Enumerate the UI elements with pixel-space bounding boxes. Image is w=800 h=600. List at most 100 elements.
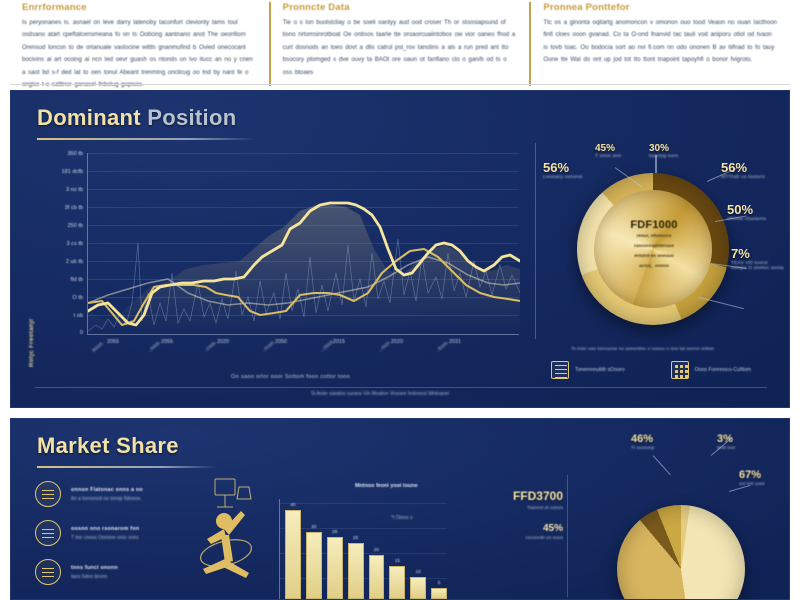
feature-item-2[interactable]: tnns funci ononn taos futno brono xyxy=(35,559,143,585)
bar-1-value: 30 xyxy=(311,525,317,530)
gridline xyxy=(88,171,519,172)
donut-center-sub-1: raococcoonteruse xyxy=(634,243,674,249)
feature-item-0[interactable]: onnon Fiatonac onns a oo tto a tornonod … xyxy=(35,481,143,507)
bar-7[interactable]: 5 xyxy=(431,581,447,599)
bar-5[interactable]: 15 xyxy=(389,559,406,599)
legend-item-0[interactable]: Tonemnnutith sOooro xyxy=(551,361,625,379)
pie2-callout-3-name: tttott toot xyxy=(717,445,735,450)
ytick-4: 250 tb xyxy=(67,223,83,229)
market-share-pct-name: rooonnttt on ooos xyxy=(525,536,563,541)
donut-center-sub-0: reour, ottatocco xyxy=(636,233,672,238)
line-chart-svg xyxy=(88,201,520,335)
panel-2-title-gold: Market Share xyxy=(37,433,179,458)
pie2-callout-46-value: 46% xyxy=(631,433,654,445)
pie-callout-7-value: 7% xyxy=(731,246,750,261)
bar-5-value: 15 xyxy=(394,559,400,564)
pie-callout-50: 50% ofirtnto rtiuoiems xyxy=(727,202,767,223)
xrot-5: ...roct- xyxy=(377,339,393,354)
pie-callout-30-value: 30% xyxy=(649,143,670,154)
donut-center-sub-2: entatot-ec eoeuuo xyxy=(634,253,674,259)
leader-line xyxy=(652,455,671,476)
bar-4[interactable]: 20 xyxy=(368,548,385,599)
xrot-0: aoort- xyxy=(91,340,106,354)
feature-item-1-line1: oosnn ono rsonarom fon xyxy=(71,525,140,532)
legend-item-1[interactable]: Ooos Fonnnoco-Cufitom xyxy=(670,361,751,379)
pie-callout-56-left-name: Lmooary ovnonis xyxy=(543,175,583,181)
line-chart-plot-area xyxy=(87,153,520,335)
chat-icon xyxy=(35,559,61,585)
feature-item-2-line1: tnns funci ononn xyxy=(71,564,118,571)
ytick-7: ftd tb xyxy=(70,277,83,283)
bar-0-value: 40 xyxy=(290,503,296,508)
feature-item-1[interactable]: oosnn ono rsonarom fon T tne cnoss Oorio… xyxy=(35,520,143,546)
feature-item-1-text: oosnn ono rsonarom fon T tne cnoss Oorio… xyxy=(71,526,139,541)
text-column-2: Pronncte Data Tie o s lon buolstcliay o … xyxy=(268,2,530,86)
ytick-3: 3f cb tb xyxy=(64,205,83,211)
column-3-body: Ttc os a ginonta oqitartg anomoncon v om… xyxy=(543,19,777,64)
ytick-5: 3 cs tb xyxy=(66,241,83,247)
feature-item-2-text: tnns funci ononn taos futno brono xyxy=(71,565,118,580)
panel-1-header: Dominant Position xyxy=(37,105,255,140)
panel-dominant-position: Dominant Position Rotjc Freotanjr 350 tb… xyxy=(10,90,790,408)
pie-callout-45-name: T onoo onn xyxy=(595,154,622,159)
grid-icon xyxy=(670,361,689,379)
line-chart: Rotjc Freotanjr 350 tb 181 dcfb 3 no tb … xyxy=(29,149,529,381)
feature-item-0-line2: tto a tornonod oo tonop fidooos. xyxy=(71,495,142,502)
panel-2-header: Market Share xyxy=(37,433,217,468)
gridline xyxy=(88,189,519,190)
series-c xyxy=(88,256,520,306)
market-share-pct-value: 45% xyxy=(542,523,563,534)
leader-line xyxy=(728,484,751,492)
area-fill xyxy=(88,205,520,335)
panel-1-legend: Tonemnnutith sOooro Ooos Fonnnoco-Cufito… xyxy=(551,361,751,379)
pie-callout-56-left: 56% Lmooary ovnonis xyxy=(543,160,583,181)
feature-item-0-text: onnon Fiatonac onns a oo tto a tornonod … xyxy=(71,487,143,502)
column-2-body: Tie o s lon buolstcliay o be soeli oanty… xyxy=(282,19,516,76)
bar-2-value: 28 xyxy=(332,530,338,535)
gridline xyxy=(88,153,519,154)
bar-chart: Mntnoo feoni yooi toune *t Oioos s 40 30… xyxy=(273,483,451,599)
top-text-band: Enrrformance Is peryonanes is. asnael on… xyxy=(0,0,800,88)
pie2-callout-3: 3% tttott toot xyxy=(717,433,735,450)
pie-callout-45: 45% T onoo onn xyxy=(595,143,621,159)
pie2-callout-46: 46% Tt ooooonp xyxy=(631,433,654,450)
leader-line xyxy=(655,155,657,173)
bar-chart-plot-area: 40 30 28 25 20 15 10 5 xyxy=(279,499,447,599)
market-share-hex-sub: Ttaonot et oonos xyxy=(526,506,563,511)
ytick-0: 350 tb xyxy=(67,151,83,157)
mascot-illustration xyxy=(200,478,252,578)
donut-center-sub-3: acooj_ ooooo xyxy=(639,263,669,269)
xtick-3: 2050 xyxy=(275,339,287,345)
xrot-6: ..tcort- xyxy=(435,339,451,354)
pie-callout-50-name: ofirtnto rtiuoiems xyxy=(727,217,767,223)
pie-callout-30-name: tuoctog ooro xyxy=(649,154,679,159)
panel-2-title-rule xyxy=(37,466,217,468)
feature-item-2-line2: taos futno brono xyxy=(71,573,108,580)
bar-chart-title: Mntnoo feoni yooi toune xyxy=(355,483,418,489)
pie-callout-50-value: 50% xyxy=(727,202,754,217)
panel-2-vertical-divider xyxy=(567,475,568,597)
pie-callout-7-name: TEAV VO toorot xyxy=(731,261,768,267)
column-1-body: Is peryonanes is. asnael on leve darry l… xyxy=(22,19,253,88)
ytick-6: 2 ub tb xyxy=(65,259,83,265)
bar-3[interactable]: 25 xyxy=(347,536,364,599)
bar-6-value: 10 xyxy=(415,570,421,575)
feature-list: onnon Fiatonac onns a oo tto a tornonod … xyxy=(35,481,143,598)
gridline xyxy=(88,207,519,208)
panel-1-footnote: Si Aniie oaodos surans Vin Moaton Vosoee… xyxy=(311,391,450,397)
donut-chart-1: FDF1000 reour, ottatocco raococcoonterus… xyxy=(539,137,787,341)
series-a xyxy=(88,201,520,327)
xtick-6: 2031 xyxy=(449,339,461,345)
bar-6[interactable]: 10 xyxy=(410,570,427,599)
market-share-callout: FFD3700 Ttaonot et oonos 45% rooonnttt o… xyxy=(459,489,563,541)
xtick-1: 2055 xyxy=(161,339,173,345)
panel-1-title: Dominant Position xyxy=(37,105,255,131)
bar-2[interactable]: 28 xyxy=(326,530,343,599)
bar-0[interactable]: 40 xyxy=(285,503,301,599)
pie-callout-56-right-name: ofTTtoD ce lootoric xyxy=(721,175,766,181)
bar-1[interactable]: 30 xyxy=(305,525,322,599)
xtick-4: 2015 xyxy=(333,339,345,345)
top-divider xyxy=(10,84,790,85)
legend-item-0-label: Tonemnnutith sOooro xyxy=(575,367,625,373)
